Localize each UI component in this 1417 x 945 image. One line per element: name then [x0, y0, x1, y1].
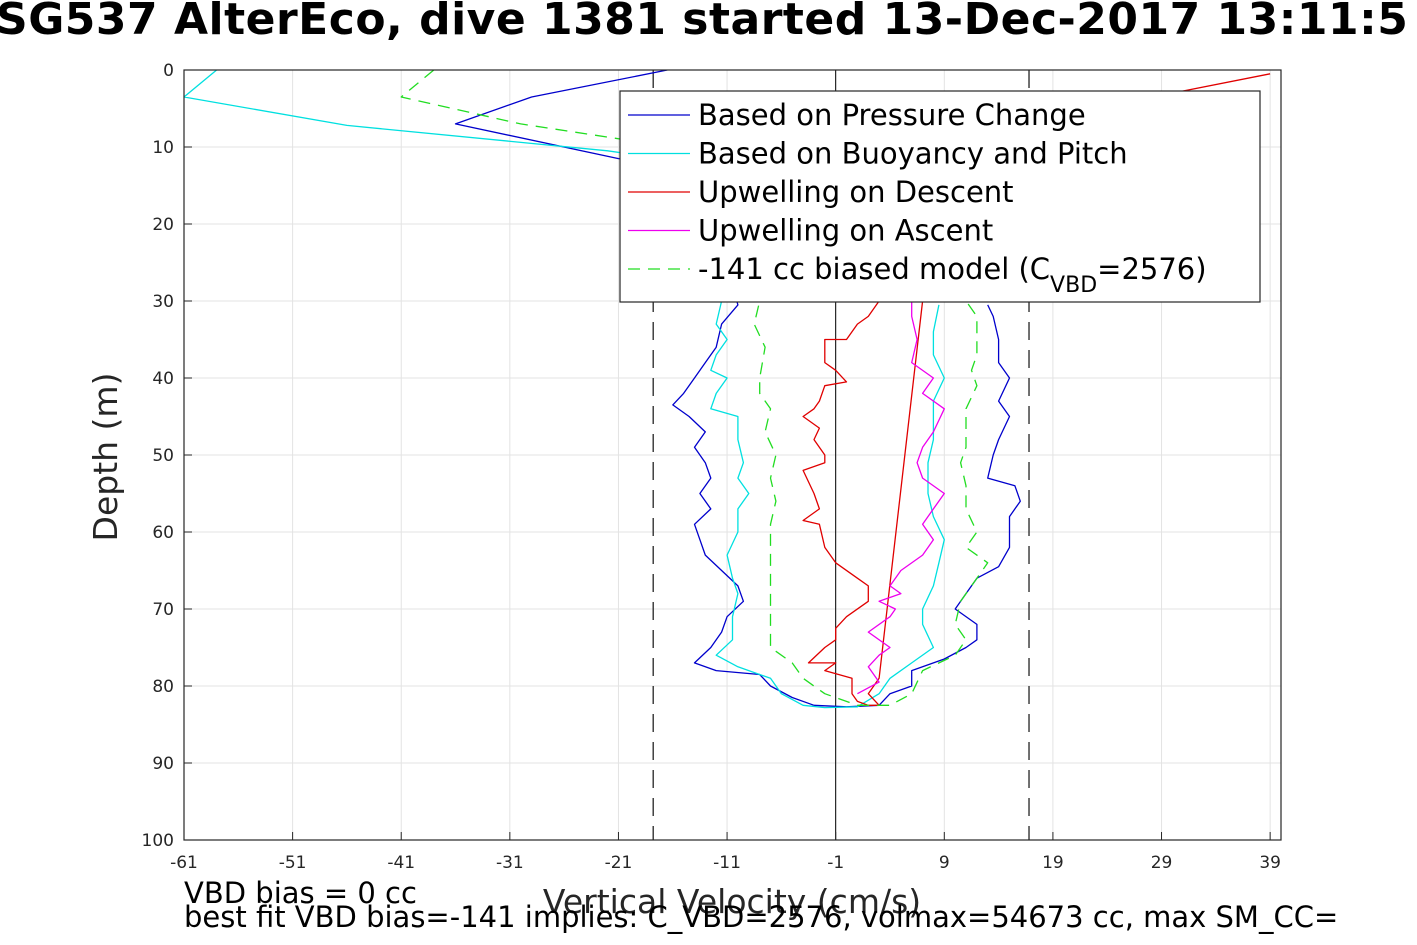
y-tick-label: 50	[152, 446, 174, 466]
series-line-4	[400, 70, 989, 706]
annotation-vbd-bias: VBD bias = 0 cc	[184, 876, 417, 910]
series-group	[184, 70, 1271, 709]
y-tick-label: 10	[152, 138, 174, 158]
x-tick-label: -1	[827, 853, 844, 873]
x-axis-label: Vertical Velocity (cm/s)	[543, 882, 921, 921]
y-tick-label: 0	[163, 61, 174, 81]
tick-group: -61 -51 -41 -31 -21 -11 -1 9 19 29 39 0 10 20 30 40 50 60…	[142, 61, 1281, 873]
x-tick-label: -21	[605, 853, 633, 873]
x-tick-label: 29	[1151, 853, 1173, 873]
legend-box	[619, 90, 1261, 303]
legend-label-0: Based on Pressure Change	[698, 98, 1086, 132]
legend-label-1: Based on Buoyancy and Pitch	[698, 137, 1128, 171]
y-tick-label: 70	[152, 600, 174, 620]
x-tick-label: -51	[279, 853, 307, 873]
y-tick-label: 40	[152, 369, 174, 389]
series-line-2	[802, 73, 1271, 706]
y-tick-label: 30	[152, 292, 174, 312]
chart-title: SG537 AlterEco, dive 1381 started 13-Dec…	[0, 0, 1409, 45]
x-tick-label: 9	[939, 853, 950, 873]
legend: Based on Pressure Change Based on Buoyanc…	[619, 90, 1261, 303]
x-tick-label: -41	[387, 853, 415, 873]
series-line-0	[454, 70, 1021, 708]
legend-label-2: Upwelling on Descent	[698, 175, 1014, 209]
y-tick-label: 90	[152, 754, 174, 774]
x-tick-label: 39	[1259, 853, 1281, 873]
y-tick-label: 80	[152, 677, 174, 697]
y-tick-label: 60	[152, 523, 174, 543]
x-tick-label: 19	[1042, 853, 1064, 873]
y-tick-label: 20	[152, 215, 174, 235]
x-tick-label: -31	[496, 853, 524, 873]
series-line-1	[184, 70, 945, 709]
x-tick-label: -61	[170, 853, 198, 873]
legend-label-3: Upwelling on Ascent	[698, 214, 993, 248]
series-line-3	[857, 301, 945, 695]
legend-label-biased-model: -141 cc biased model (CVBD=2576)	[698, 252, 1207, 298]
y-tick-label: 100	[142, 831, 174, 851]
y-axis-label: Depth (m)	[86, 373, 125, 542]
annotation-best-fit: best fit VBD bias=-141 implies: C_VBD=25…	[184, 900, 1339, 934]
x-tick-label: -11	[713, 853, 741, 873]
